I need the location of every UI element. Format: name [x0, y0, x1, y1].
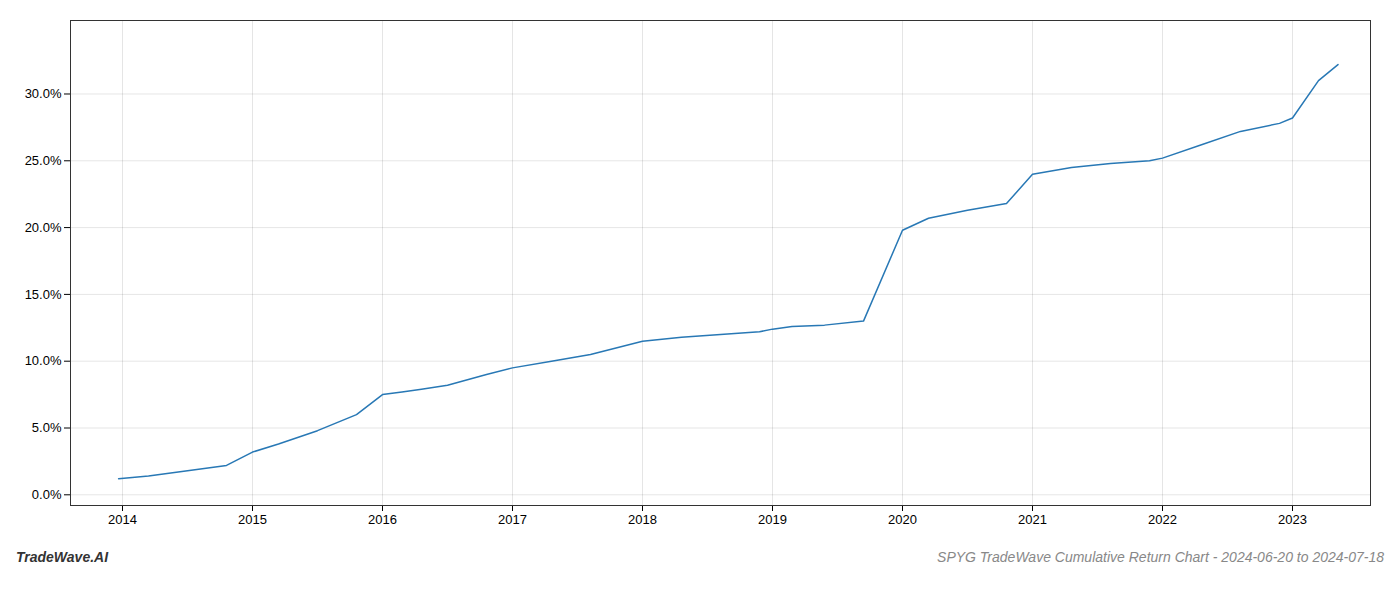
- html-text:TradeWave.AI: TradeWave.AI: [16, 549, 109, 565]
- svg-text:2021: 2021: [1018, 512, 1047, 527]
- svg-text:2018: 2018: [628, 512, 657, 527]
- svg-text:0.0%: 0.0%: [32, 487, 62, 502]
- svg-text:5.0%: 5.0%: [32, 420, 62, 435]
- svg-text:10.0%: 10.0%: [25, 353, 62, 368]
- svg-text:2019: 2019: [758, 512, 787, 527]
- svg-text:2017: 2017: [498, 512, 527, 527]
- svg-text:2022: 2022: [1148, 512, 1177, 527]
- svg-text:2020: 2020: [888, 512, 917, 527]
- svg-text:2023: 2023: [1278, 512, 1307, 527]
- svg-text:2016: 2016: [368, 512, 397, 527]
- svg-text:2015: 2015: [238, 512, 267, 527]
- svg-text:30.0%: 30.0%: [25, 86, 62, 101]
- html-text:SPYG TradeWave Cumulative Retu: SPYG TradeWave Cumulative Return Chart -…: [937, 549, 1384, 565]
- svg-text:20.0%: 20.0%: [25, 220, 62, 235]
- svg-text:2014: 2014: [108, 512, 137, 527]
- svg-text:25.0%: 25.0%: [25, 153, 62, 168]
- svg-text:15.0%: 15.0%: [25, 287, 62, 302]
